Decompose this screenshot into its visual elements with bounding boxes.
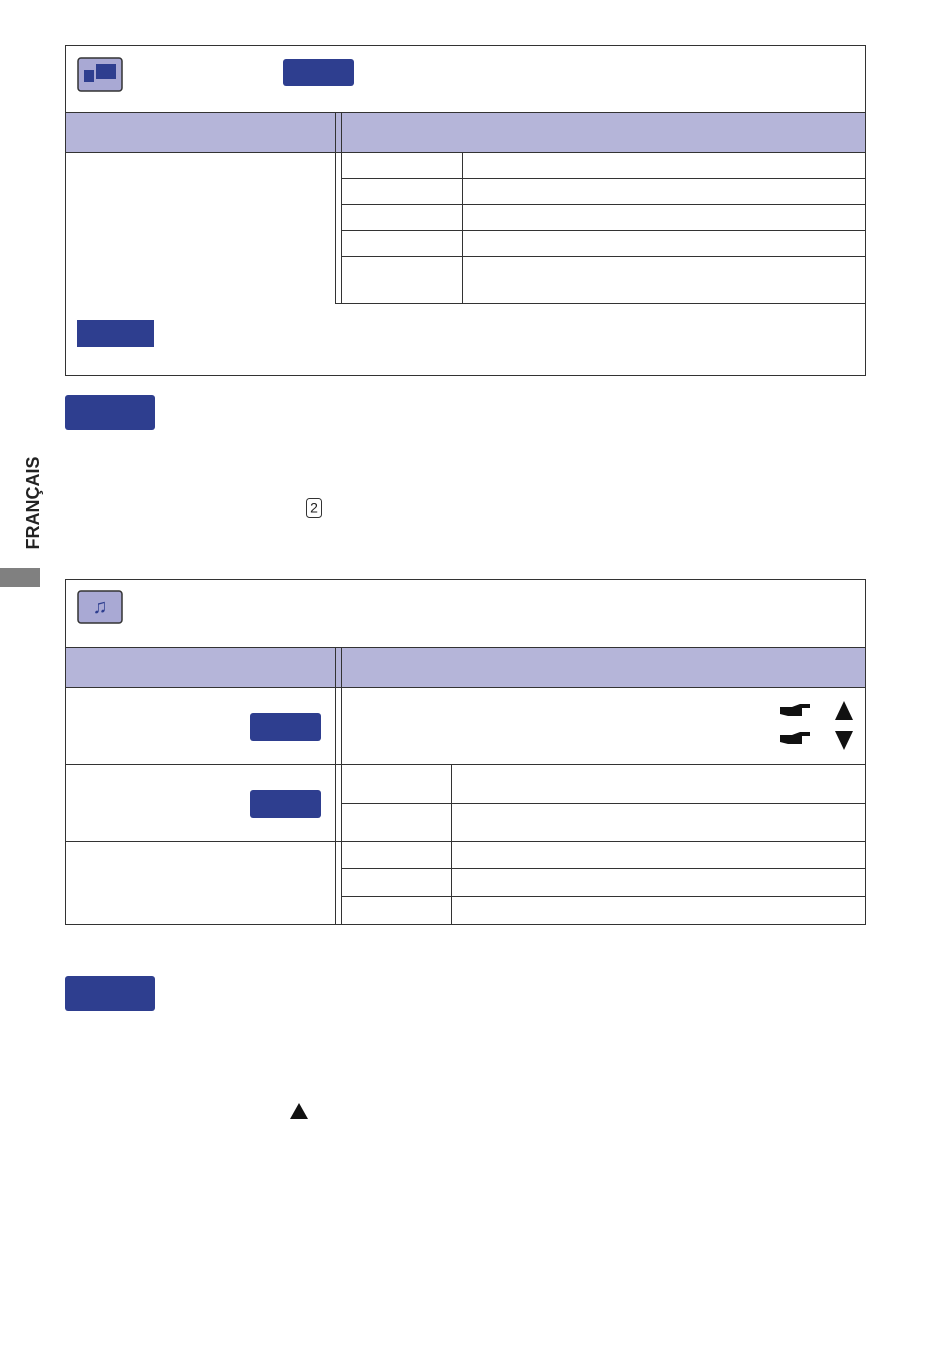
note-label [65, 395, 155, 430]
up-arrow [290, 1103, 308, 1119]
key-box [306, 498, 322, 518]
svg-text:♫: ♫ [93, 596, 108, 618]
sidebar-language: FRANÇAIS [23, 457, 43, 550]
sidebar-tab [0, 568, 40, 587]
panel-two: ♫ [65, 579, 866, 925]
key-number: 2 [310, 500, 318, 516]
panel-one [65, 45, 866, 376]
note-label [65, 976, 155, 1011]
